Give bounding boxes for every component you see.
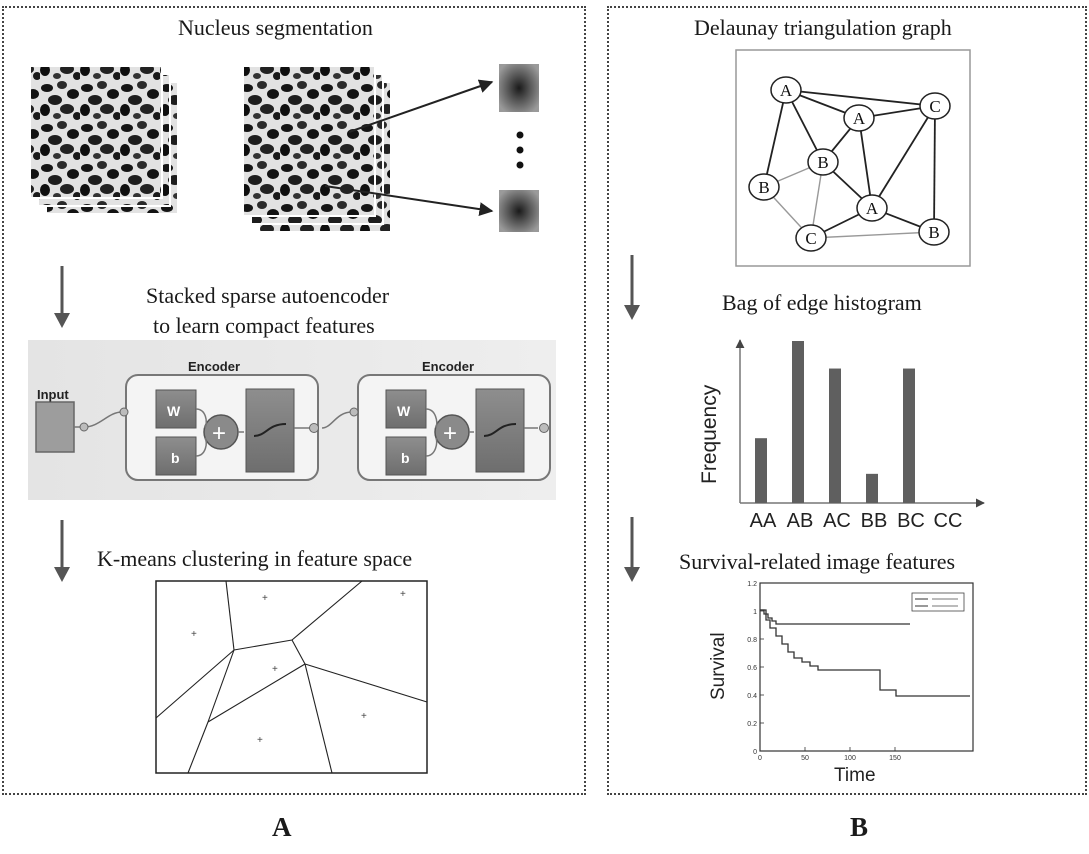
panel-b (607, 6, 1087, 795)
survival-ytick-label: 0 (753, 749, 757, 756)
bias-block-1 (155, 436, 197, 476)
survival-ytick-label: 0.6 (747, 665, 757, 672)
patch-arrow-top (348, 79, 494, 133)
nucleus-patch-top (499, 64, 539, 112)
input-node (35, 401, 75, 453)
bias-label-1: b (171, 450, 180, 466)
panel-b-label: B (850, 812, 869, 842)
graph-node (748, 173, 780, 201)
survival-legend (911, 592, 965, 612)
graph-node-label: A (780, 81, 793, 100)
svg-text:+: + (191, 629, 197, 640)
hist-bar (829, 368, 841, 503)
plus-label-1: + (212, 420, 226, 447)
graph-node-label: C (929, 97, 940, 116)
svg-text:+: + (361, 711, 367, 722)
flow-arrow-b2 (624, 517, 640, 582)
survival-title: Survival-related image features (679, 549, 956, 574)
activation-block-1 (245, 388, 295, 473)
hist-tick-label: BB (861, 510, 888, 532)
histogram-title: Bag of edge histogram (722, 290, 922, 315)
survival-curve-upper (760, 609, 910, 625)
bias-label-2: b (401, 450, 410, 466)
graph-node-label: B (758, 178, 769, 197)
patch-arrow-bottom (324, 185, 494, 217)
hist-bar (903, 368, 915, 503)
graph-node-label: A (853, 109, 866, 128)
hist-tick-label: BC (897, 510, 925, 532)
survival-ylabel: Survival (708, 632, 729, 700)
image-stack-left (29, 65, 179, 215)
autoencoder-title-line1: Stacked sparse autoencoder (146, 283, 390, 308)
delaunay-title: Delaunay triangulation graph (694, 15, 952, 40)
graph-node-label: B (817, 153, 828, 172)
hist-tick-label: AB (787, 510, 814, 532)
survival-curve-lower (760, 609, 970, 697)
survival-ytick-label: 0.4 (747, 693, 757, 700)
survival-plot: Survival Time 1.2 1 0.8 0.6 0.4 0.2 0 0 50 100 15… (708, 581, 974, 786)
input-label: Input (37, 387, 69, 402)
panel-a-label: A (272, 812, 292, 842)
graph-node-label: C (805, 229, 816, 248)
svg-text:+: + (400, 589, 406, 600)
hist-ylabel: Frequency (698, 384, 721, 484)
encoder-label-2: Encoder (422, 359, 474, 374)
weight-label-2: W (397, 403, 411, 419)
survival-ytick-label: 0.8 (747, 637, 757, 644)
survival-ytick-label: 0.2 (747, 721, 757, 728)
autoencoder-title-line2: to learn compact features (153, 313, 375, 338)
hist-tick-label: AA (750, 510, 777, 532)
survival-xtick-label: 50 (801, 755, 809, 762)
flow-arrow-a2 (54, 520, 70, 582)
svg-text:+: + (262, 593, 268, 604)
hist-tick-label: CC (934, 510, 963, 532)
weight-label-1: W (167, 403, 181, 419)
edge-histogram: Frequency AA AB AC BB BC CC (698, 339, 985, 532)
hist-bar (755, 438, 767, 503)
hist-bar (866, 473, 878, 503)
weight-block-1 (155, 389, 197, 429)
kmeans-title: K-means clustering in feature space (97, 546, 413, 571)
graph-node (807, 148, 839, 176)
survival-ytick-label: 1.2 (747, 581, 757, 588)
encoder-label-1: Encoder (188, 359, 240, 374)
graph-node (856, 194, 888, 222)
autoencoder-diagram: Input Encoder W b + Encoder W b + (28, 340, 556, 500)
ellipsis-dots (516, 131, 524, 169)
graph-node (843, 104, 875, 132)
activation-block-2 (475, 388, 525, 473)
survival-xtick-label: 0 (758, 755, 762, 762)
hist-bar (792, 341, 804, 503)
graph-node-label: A (866, 199, 879, 218)
delaunay-graph: A C A B B A C B (735, 49, 971, 267)
graph-node (918, 218, 950, 246)
graph-node (919, 92, 951, 120)
nucleus-segmentation-title: Nucleus segmentation (178, 15, 373, 40)
image-stack-right (242, 65, 392, 233)
survival-ytick-label: 1 (753, 609, 757, 616)
flow-arrow-b1 (624, 255, 640, 320)
survival-xtick-label: 150 (889, 755, 901, 762)
graph-node-label: B (928, 223, 939, 242)
svg-text:+: + (272, 664, 278, 675)
flow-arrow-a1 (54, 266, 70, 328)
survival-xtick-label: 100 (844, 755, 856, 762)
hist-tick-label: AC (823, 510, 851, 532)
plus-label-2: + (443, 420, 457, 447)
graph-node (770, 76, 802, 104)
survival-xlabel: Time (834, 765, 876, 786)
svg-text:+: + (257, 735, 263, 746)
nucleus-patch-bottom (499, 190, 539, 232)
panel-a (2, 6, 586, 795)
graph-node (795, 224, 827, 252)
kmeans-voronoi: + + + + + + (155, 580, 428, 774)
